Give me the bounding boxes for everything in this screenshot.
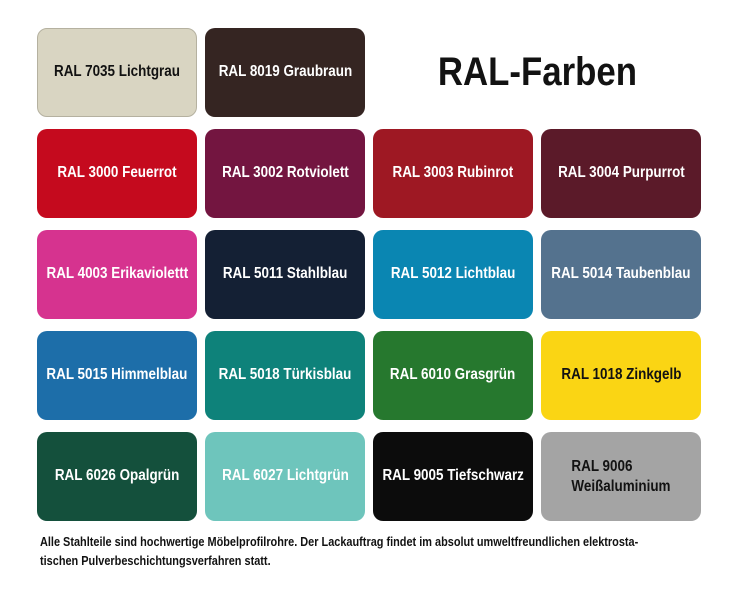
swatch-ral-7035: RAL 7035 Lichtgrau xyxy=(37,28,197,117)
swatch-label: RAL 5012 Lichtblau xyxy=(390,265,516,283)
swatch-ral-8019: RAL 8019 Graubraun xyxy=(205,28,365,117)
ral-color-grid: RAL-Farben RAL 7035 Lichtgrau RAL 8019 G… xyxy=(37,28,701,521)
swatch-label: RAL 6010 Grasgrün xyxy=(390,366,516,384)
swatch-ral-5018: RAL 5018 Türkisblau xyxy=(205,331,365,420)
swatch-label: RAL 6026 Opalgrün xyxy=(54,467,180,485)
caption-line-2: tischen Pulverbeschichtungsverfahren sta… xyxy=(40,553,271,568)
swatch-ral-6027: RAL 6027 Lichtgrün xyxy=(205,432,365,521)
swatch-ral-5015: RAL 5015 Himmelblau xyxy=(37,331,197,420)
swatch-label: RAL 5014 Taubenblau xyxy=(551,265,691,283)
swatch-ral-3000: RAL 3000 Feuerrot xyxy=(37,129,197,218)
swatch-ral-5014: RAL 5014 Taubenblau xyxy=(541,230,701,319)
swatch-ral-9006: RAL 9006 Weißaluminium xyxy=(541,432,701,521)
swatch-ral-6010: RAL 6010 Grasgrün xyxy=(373,331,533,420)
swatch-label: RAL 6027 Lichtgrün xyxy=(221,467,349,485)
swatch-label: RAL 3004 Purpurrot xyxy=(557,164,685,182)
swatch-label: RAL 8019 Graubraun xyxy=(218,63,352,81)
swatch-label: RAL 9005 Tiefschwarz xyxy=(382,467,524,485)
swatch-ral-4003: RAL 4003 Erikaviolettt xyxy=(37,230,197,319)
swatch-ral-3004: RAL 3004 Purpurrot xyxy=(541,129,701,218)
swatch-label: RAL 7035 Lichtgrau xyxy=(54,63,180,81)
swatch-label: RAL 4003 Erikaviolettt xyxy=(46,265,188,283)
swatch-label: RAL 5018 Türkisblau xyxy=(218,366,352,384)
swatch-ral-1018: RAL 1018 Zinkgelb xyxy=(541,331,701,420)
page-title: RAL-Farben xyxy=(437,50,637,94)
swatch-ral-5011: RAL 5011 Stahlblau xyxy=(205,230,365,319)
swatch-ral-6026: RAL 6026 Opalgrün xyxy=(37,432,197,521)
swatch-ral-3003: RAL 3003 Rubinrot xyxy=(373,129,533,218)
swatch-label: RAL 3002 Rotviolett xyxy=(221,164,349,182)
swatch-ral-5012: RAL 5012 Lichtblau xyxy=(373,230,533,319)
footer-caption: Alle Stahlteile sind hochwertige Möbelpr… xyxy=(40,532,749,570)
swatch-ral-9005: RAL 9005 Tiefschwarz xyxy=(373,432,533,521)
swatch-ral-3002: RAL 3002 Rotviolett xyxy=(205,129,365,218)
swatch-label: RAL 3003 Rubinrot xyxy=(392,164,514,182)
swatch-label: RAL 3000 Feuerrot xyxy=(57,164,177,182)
swatch-label: RAL 9006 Weißaluminium xyxy=(571,457,671,495)
caption-line-1: Alle Stahlteile sind hochwertige Möbelpr… xyxy=(40,534,639,549)
swatch-label: RAL 1018 Zinkgelb xyxy=(560,366,681,384)
swatch-label: RAL 5011 Stahlblau xyxy=(222,265,348,283)
page-title-block: RAL-Farben xyxy=(373,28,701,117)
swatch-label: RAL 5015 Himmelblau xyxy=(46,366,188,384)
